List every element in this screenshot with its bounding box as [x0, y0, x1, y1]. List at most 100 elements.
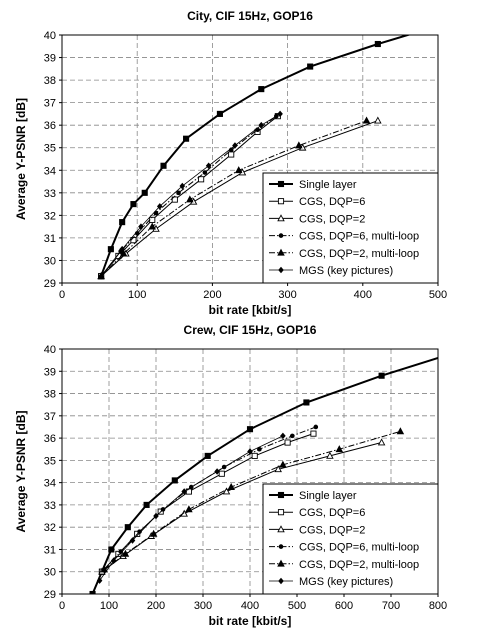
x-tick-label: 800 [429, 600, 447, 612]
y-tick-label: 29 [44, 589, 56, 601]
series-5 [96, 432, 286, 584]
y-tick-label: 31 [44, 233, 56, 245]
data-point [374, 40, 381, 48]
legend-marker [277, 559, 285, 567]
data-point [98, 272, 104, 280]
y-tick-label: 30 [44, 255, 56, 267]
x-tick-label: 200 [147, 600, 165, 612]
data-point [280, 432, 286, 440]
data-point [258, 86, 265, 93]
legend-marker [277, 248, 285, 256]
y-tick-label: 32 [44, 210, 56, 222]
legend-marker [277, 509, 285, 516]
x-tick-label: 400 [241, 600, 259, 612]
legend-label: Single layer [299, 179, 357, 191]
data-point [313, 424, 319, 430]
x-tick-label: 0 [59, 600, 65, 612]
y-tick-label: 37 [44, 411, 56, 423]
x-tick-label: 100 [128, 289, 146, 301]
data-point [396, 427, 405, 435]
data-point [222, 487, 231, 495]
data-point [274, 465, 282, 473]
data-point [228, 151, 235, 158]
data-point [153, 512, 159, 520]
data-point [214, 468, 220, 475]
data-point [205, 162, 212, 170]
legend-label: MGS (key pictures) [299, 576, 393, 588]
y-tick-label: 38 [44, 75, 56, 87]
series-0 [89, 356, 438, 594]
data-point [107, 246, 114, 253]
legend-label: CGS, DQP=6, multi-loop [299, 231, 419, 243]
data-point [377, 438, 386, 446]
chart-title: Crew, CIF 15Hz, GOP16 [184, 323, 317, 337]
y-axis-label: Average Y-PSNR [dB] [14, 98, 28, 220]
data-point [289, 433, 295, 439]
data-point [156, 203, 163, 210]
data-point [218, 470, 225, 477]
y-tick-label: 31 [44, 544, 56, 556]
x-tick-label: 500 [429, 289, 447, 301]
y-tick-label: 36 [44, 120, 56, 132]
legend-label: CGS, DQP=2, multi-loop [299, 559, 419, 571]
data-point [216, 110, 223, 117]
legend-marker [277, 491, 285, 499]
x-tick-label: 400 [354, 289, 372, 301]
legend-label: CGS, DQP=2 [299, 524, 365, 536]
legend-marker [277, 180, 285, 188]
data-point [121, 549, 130, 557]
chart-crew: Crew, CIF 15Hz, GOP16 29 30 31 32 33 34 35 36 37 3… [14, 323, 447, 628]
x-tick-label: 500 [288, 600, 306, 612]
data-point [246, 426, 254, 433]
y-tick-label: 30 [44, 567, 56, 579]
data-point [227, 482, 235, 490]
legend: Single layer CGS, DQP=6 CGS, DQP=2 CGS, DQP… [262, 172, 439, 284]
data-point [378, 372, 385, 379]
data-point [130, 201, 137, 208]
data-point [171, 196, 178, 203]
legend-marker [277, 214, 285, 222]
y-tick-label: 34 [44, 478, 56, 490]
data-point [96, 577, 103, 584]
y-tick-label: 35 [44, 455, 56, 467]
x-tick-label: 0 [59, 289, 65, 301]
data-point [119, 219, 126, 226]
data-point [204, 452, 211, 459]
series-5 [98, 110, 283, 280]
data-point [119, 249, 128, 257]
data-point [124, 524, 131, 531]
x-tick-label: 600 [335, 600, 353, 612]
series-line [99, 435, 284, 581]
x-tick-label: 200 [203, 289, 221, 301]
data-point [335, 445, 344, 453]
chart-city: City, CIF 15Hz, GOP16 29 30 31 32 33 34 35 36 37 3… [14, 9, 447, 317]
y-tick-label: 39 [44, 53, 56, 65]
data-point [198, 176, 205, 183]
data-point [108, 546, 115, 553]
data-point [100, 565, 109, 573]
chart-title: City, CIF 15Hz, GOP16 [187, 9, 313, 23]
data-point [295, 141, 303, 149]
x-axis-label: bit rate [kbit/s] [209, 303, 292, 317]
data-point [277, 110, 283, 118]
grid [62, 349, 438, 594]
legend-marker [278, 266, 284, 274]
series-0 [98, 35, 412, 280]
legend-box [262, 172, 439, 284]
data-point [129, 537, 136, 544]
series-line [104, 430, 401, 570]
plot-frame [61, 34, 439, 284]
data-point [149, 216, 156, 223]
y-tick-label: 32 [44, 522, 56, 534]
data-point [185, 505, 193, 513]
series-line [100, 35, 412, 277]
y-tick-label: 33 [44, 500, 56, 512]
legend-marker [278, 233, 284, 238]
legend-marker [278, 544, 284, 549]
data-point [118, 549, 124, 554]
data-point [202, 170, 208, 175]
data-point [258, 121, 265, 129]
data-point [279, 460, 287, 468]
legend: Single layer CGS, DQP=6 CGS, DQP=2 CGS, DQP… [262, 483, 439, 595]
